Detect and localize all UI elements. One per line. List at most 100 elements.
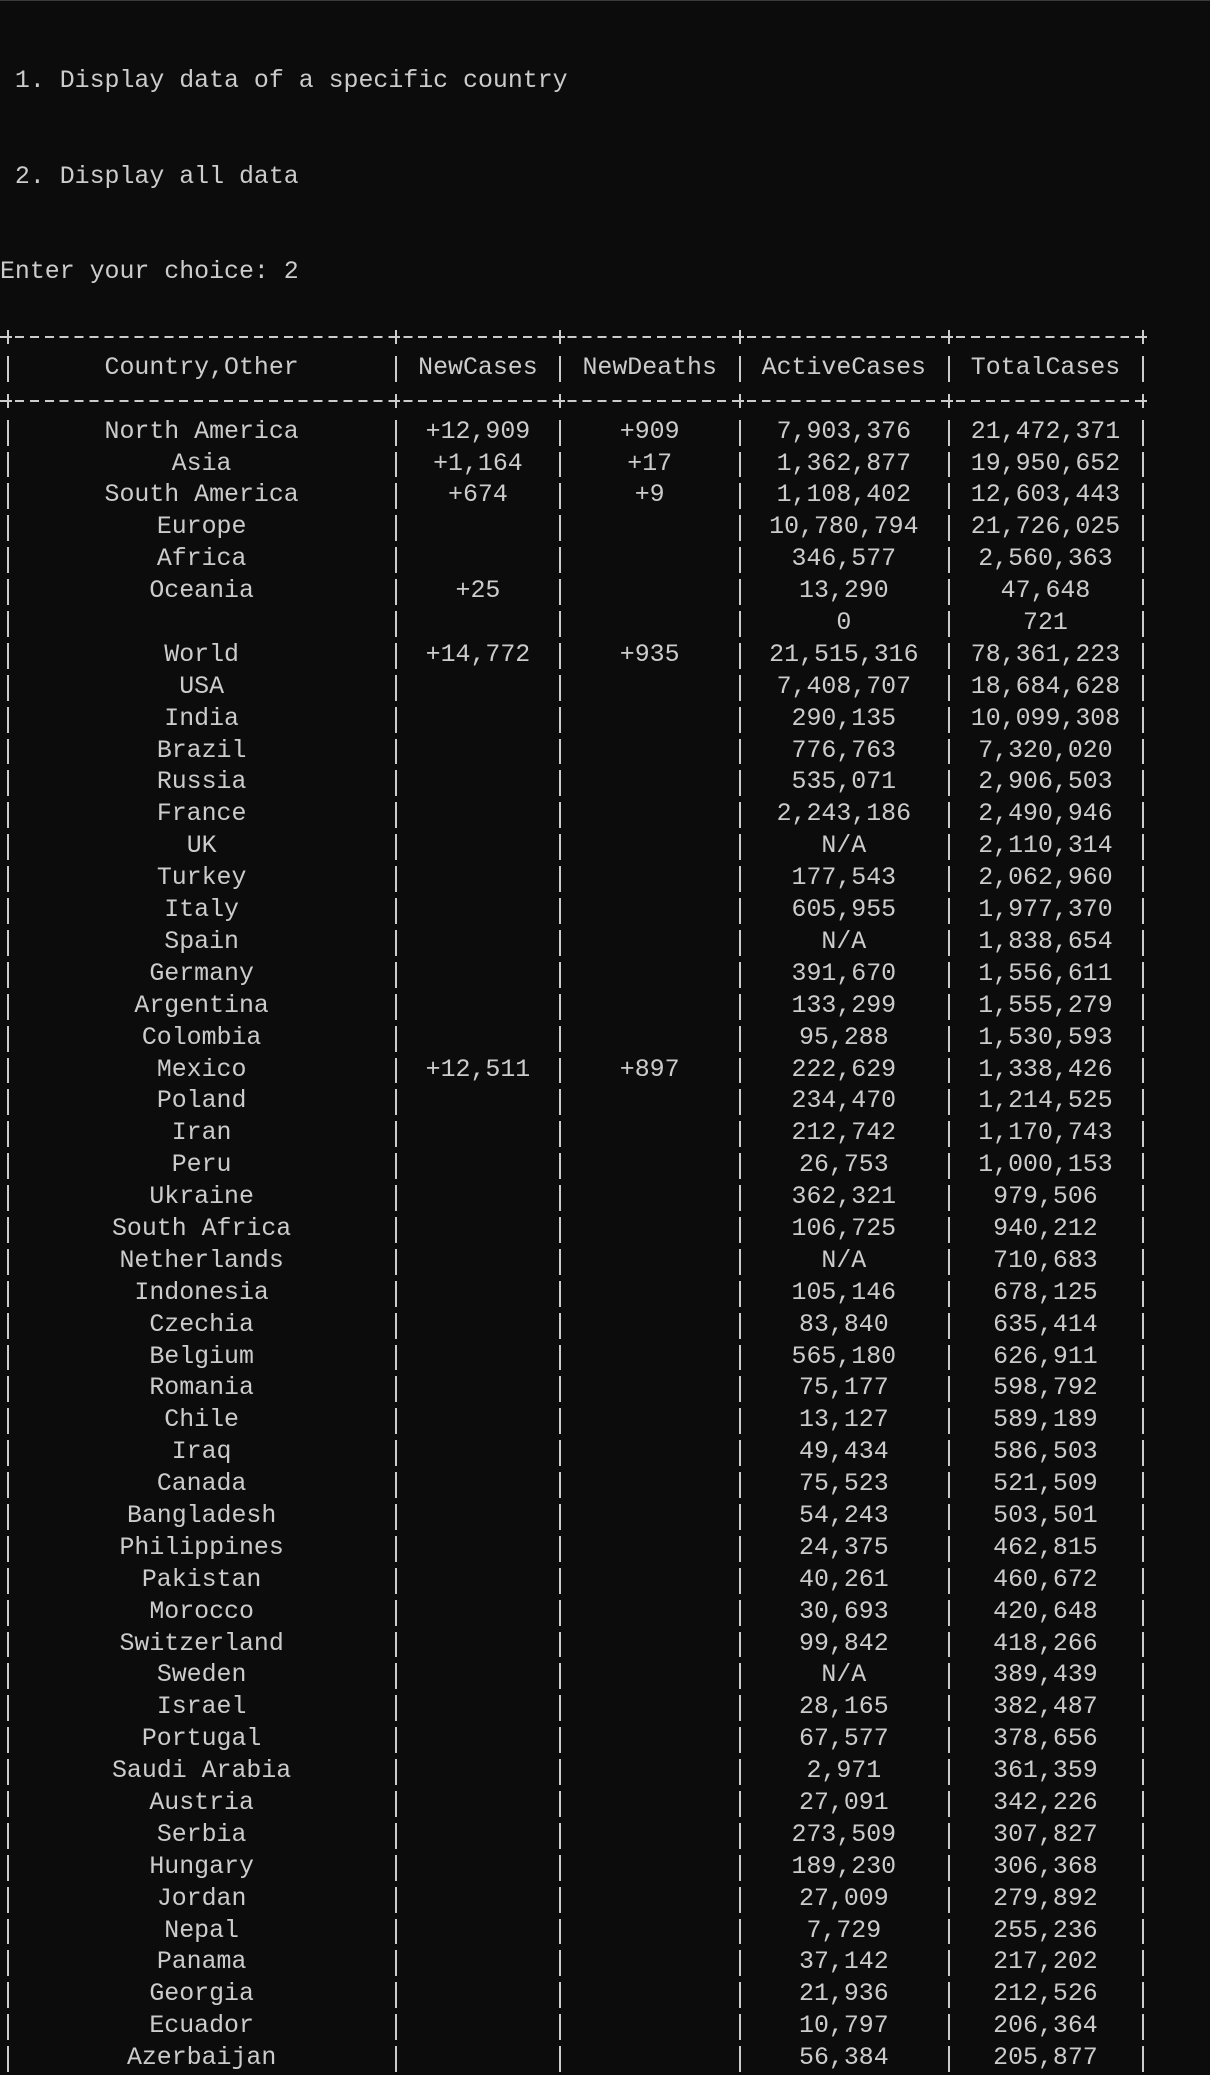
table-cell xyxy=(403,736,552,768)
table-cell: 234,470 xyxy=(791,1087,897,1116)
table-cell xyxy=(403,1214,552,1246)
column-separator xyxy=(388,991,403,1023)
column-separator xyxy=(941,1055,956,1087)
table-cell: +12,909 xyxy=(425,417,531,446)
column-separator xyxy=(941,1820,956,1852)
column-separator xyxy=(0,1533,15,1565)
table-row: Spain N/A 1,838,654 xyxy=(0,927,1210,959)
column-separator xyxy=(553,1055,568,1087)
table-cell xyxy=(403,1278,552,1310)
table-cell: 290,135 xyxy=(791,704,897,733)
table-cell: Chile xyxy=(164,1406,239,1435)
table-cell xyxy=(568,1820,732,1852)
table-row: Morocco 30,693 420,648 xyxy=(0,1597,1210,1629)
column-separator xyxy=(1135,799,1150,831)
column-separator xyxy=(0,736,15,768)
table-cell xyxy=(568,1150,732,1182)
column-separator xyxy=(1135,1565,1150,1597)
table-row: Ukraine 362,321 979,506 xyxy=(0,1182,1210,1214)
table-cell: +897 xyxy=(619,1055,680,1084)
border-corner xyxy=(0,330,15,345)
column-separator xyxy=(388,1310,403,1342)
column-separator xyxy=(0,512,15,544)
table-row: World +14,772 +935 21,515,316 78,361,223 xyxy=(0,640,1210,672)
column-separator xyxy=(1135,1629,1150,1661)
table-cell xyxy=(403,799,552,831)
table-cell: 1,362,877 xyxy=(776,449,912,478)
column-separator xyxy=(941,1979,956,2011)
column-separator xyxy=(941,512,956,544)
border-corner xyxy=(941,330,956,345)
table-cell: 2,560,363 xyxy=(978,545,1113,574)
column-separator xyxy=(0,1055,15,1087)
table-cell xyxy=(403,512,552,544)
table-cell: 75,177 xyxy=(799,1374,889,1403)
table-cell: 1,338,426 xyxy=(978,1055,1113,1084)
table-cell: N/A xyxy=(821,832,867,861)
table-cell: Portugal xyxy=(141,1725,262,1754)
table-cell: 2,906,503 xyxy=(978,768,1113,797)
table-cell xyxy=(568,1278,732,1310)
column-separator xyxy=(732,895,747,927)
border-corner xyxy=(1135,393,1150,408)
column-separator xyxy=(388,1916,403,1948)
column-separator xyxy=(732,1565,747,1597)
column-separator xyxy=(0,1150,15,1182)
table-cell: 306,368 xyxy=(993,1852,1098,1881)
table-row: Nepal 7,729 255,236 xyxy=(0,1916,1210,1948)
table-cell: World xyxy=(164,640,239,669)
column-separator xyxy=(941,1437,956,1469)
table-cell: Israel xyxy=(156,1693,247,1722)
column-separator xyxy=(388,1660,403,1692)
table-cell: Panama xyxy=(156,1948,247,1977)
column-separator xyxy=(732,672,747,704)
column-separator xyxy=(941,1342,956,1374)
border-corner xyxy=(388,393,403,408)
table-row: Iraq 49,434 586,503 xyxy=(0,1437,1210,1469)
table-cell: 255,236 xyxy=(993,1916,1098,1945)
column-separator xyxy=(553,417,568,449)
table-cell: +909 xyxy=(619,417,680,446)
column-separator xyxy=(732,1597,747,1629)
column-separator xyxy=(941,704,956,736)
table-cell xyxy=(568,1852,732,1884)
column-separator xyxy=(1135,608,1150,640)
column-separator xyxy=(941,1086,956,1118)
column-separator xyxy=(0,1501,15,1533)
table-cell: 12,603,443 xyxy=(970,481,1121,510)
column-separator xyxy=(388,927,403,959)
table-cell xyxy=(568,1597,732,1629)
column-separator xyxy=(0,353,15,385)
column-separator xyxy=(553,1947,568,1979)
column-separator xyxy=(732,1788,747,1820)
column-separator xyxy=(732,1756,747,1788)
column-separator xyxy=(553,704,568,736)
column-separator xyxy=(1135,863,1150,895)
column-separator xyxy=(1135,959,1150,991)
column-separator xyxy=(388,863,403,895)
column-separator xyxy=(553,1182,568,1214)
table-cell xyxy=(403,1342,552,1374)
column-separator xyxy=(1135,1373,1150,1405)
column-separator xyxy=(0,1023,15,1055)
column-separator xyxy=(1135,640,1150,672)
table-cell: 7,408,707 xyxy=(776,672,912,701)
table-cell xyxy=(568,767,732,799)
table-cell xyxy=(568,1086,732,1118)
column-separator xyxy=(1135,512,1150,544)
table-row: Switzerland 99,842 418,266 xyxy=(0,1629,1210,1661)
column-separator xyxy=(732,1437,747,1469)
table-cell: 389,439 xyxy=(993,1661,1098,1690)
column-separator xyxy=(732,1979,747,2011)
column-separator xyxy=(388,544,403,576)
column-separator xyxy=(732,480,747,512)
column-separator xyxy=(0,1916,15,1948)
column-separator xyxy=(1135,1916,1150,1948)
border-corner xyxy=(0,393,15,408)
table-cell: Italy xyxy=(164,896,239,925)
table-cell xyxy=(568,1310,732,1342)
table-cell: North America xyxy=(104,417,299,446)
table-cell xyxy=(403,1820,552,1852)
